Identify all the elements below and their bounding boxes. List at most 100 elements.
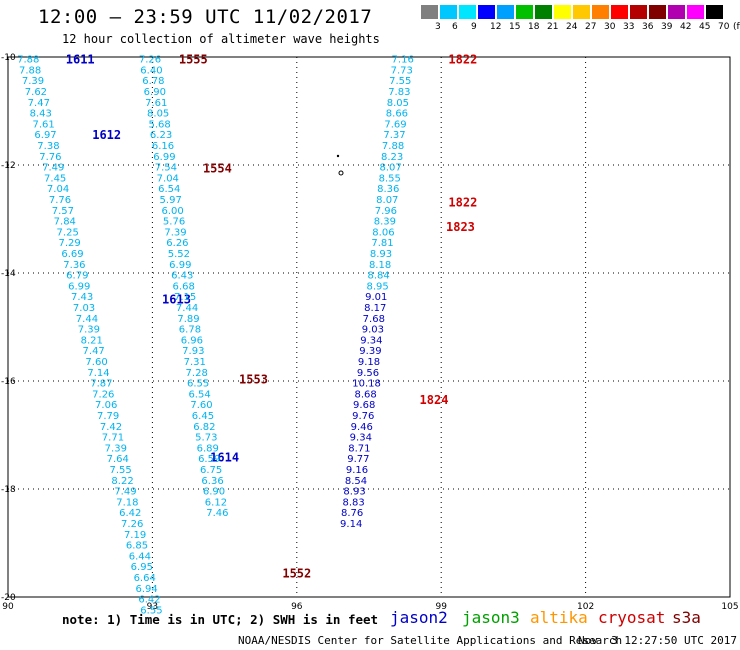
wave-height-value: 7.49 — [114, 487, 136, 498]
wave-height-value: 7.88 — [17, 55, 39, 66]
wave-height-value: 6.54 — [188, 389, 210, 400]
wave-height-value: 8.36 — [377, 184, 399, 195]
wave-height-value: 6.12 — [205, 497, 227, 508]
wave-height-value: 8.22 — [111, 476, 133, 487]
wave-height-value: 7.28 — [186, 368, 208, 379]
wave-height-value: 7.61 — [32, 119, 54, 130]
wave-height-value: 9.01 — [365, 292, 387, 303]
wave-height-value: 7.84 — [54, 217, 76, 228]
wave-height-value: 7.47 — [28, 98, 50, 109]
wave-height-value: 7.60 — [190, 400, 212, 411]
legend-item-s3a: s3a — [672, 608, 701, 627]
wave-height-value: 8.07 — [376, 195, 398, 206]
scale-swatch — [573, 5, 590, 19]
scale-label: 3 — [435, 22, 441, 32]
wave-height-value: 8.55 — [379, 173, 401, 184]
wave-height-value: 7.26 — [121, 519, 143, 530]
scale-swatch — [535, 5, 552, 19]
wave-height-value: 8.23 — [381, 152, 403, 163]
wave-height-value: 9.34 — [360, 335, 382, 346]
scale-label: 42 — [680, 22, 692, 32]
wave-height-value: 7.69 — [384, 119, 406, 130]
latitude-tick-label: -20 — [1, 593, 16, 603]
wave-height-value: 6.64 — [134, 573, 156, 584]
wave-height-value: 6.26 — [166, 238, 188, 249]
wave-height-value: 6.43 — [171, 271, 193, 282]
legend-item-altika: altika — [530, 608, 588, 627]
track-label: 1614 — [210, 451, 239, 465]
wave-height-value: 6.90 — [203, 487, 225, 498]
wave-height-value: 7.26 — [139, 55, 161, 66]
longitude-tick-label: 90 — [2, 602, 14, 612]
wave-height-value: 7.49 — [42, 163, 64, 174]
wave-height-value: 9.34 — [350, 433, 372, 444]
track-label: 1555 — [179, 53, 208, 67]
wave-height-value: 6.99 — [169, 260, 191, 271]
wave-height-value: 7.38 — [37, 141, 59, 152]
wave-height-value: 7.42 — [100, 422, 122, 433]
wave-height-value: 6.90 — [144, 87, 166, 98]
island-mark — [336, 154, 340, 158]
wave-height-value: 7.88 — [382, 141, 404, 152]
legend-item-jason2: jason2 — [390, 608, 448, 627]
wave-height-value: 7.45 — [44, 173, 66, 184]
wave-height-value: 6.59 — [198, 454, 220, 465]
wave-height-value: 7.39 — [22, 76, 44, 87]
scale-label: 12 — [490, 22, 502, 32]
scale-label: 36 — [642, 22, 654, 32]
scale-label: 70 — [718, 22, 730, 32]
wave-height-value: 8.21 — [81, 335, 103, 346]
wave-height-value: 9.16 — [346, 465, 368, 476]
wave-height-value: 8.54 — [345, 476, 367, 487]
wave-height-value: 7.71 — [102, 433, 124, 444]
wave-height-value: 8.95 — [367, 281, 389, 292]
wave-height-value: 6.16 — [152, 141, 174, 152]
wave-height-value: 8.93 — [370, 249, 392, 260]
track-label: 1822 — [448, 196, 477, 210]
wave-height-value: 7.83 — [388, 87, 410, 98]
legend-item-cryosat: cryosat — [598, 608, 666, 627]
track-label: 1613 — [162, 292, 191, 306]
wave-height-value: 6.44 — [129, 551, 151, 562]
longitude-tick-label: 105 — [721, 602, 738, 612]
scale-label: 21 — [547, 22, 559, 32]
wave-height-value: 7.18 — [116, 497, 138, 508]
wave-height-value: 6.95 — [131, 562, 153, 573]
track-label: 1554 — [203, 162, 232, 176]
wave-height-value: 9.14 — [340, 519, 362, 530]
wave-height-value: 9.46 — [351, 422, 373, 433]
scale-label: 18 — [528, 22, 540, 32]
wave-height-value: 8.66 — [386, 109, 408, 120]
wave-height-value: 7.57 — [52, 206, 74, 217]
units-note: note: 1) Time is in UTC; 2) SWH is in fe… — [62, 612, 379, 627]
wave-height-value: 7.93 — [182, 346, 204, 357]
wave-height-value: 6.45 — [192, 411, 214, 422]
wave-height-value: 6.96 — [181, 335, 203, 346]
wave-height-value: 7.79 — [97, 411, 119, 422]
wave-height-value: 7.87 — [90, 379, 112, 390]
wave-height-value: 8.05 — [387, 98, 409, 109]
wave-height-value: 7.44 — [76, 314, 98, 325]
wave-height-value: 7.37 — [383, 130, 405, 141]
latitude-tick-label: -16 — [1, 377, 16, 387]
longitude-tick-label: 96 — [291, 602, 303, 612]
scale-label: 15 — [509, 22, 521, 32]
track-label: 1822 — [448, 53, 477, 67]
wave-height-value: 6.82 — [193, 422, 215, 433]
wave-height-value: 7.68 — [363, 314, 385, 325]
longitude-tick-label: 93 — [147, 602, 158, 612]
wave-height-value: 6.78 — [179, 325, 201, 336]
longitude-tick-label: 99 — [435, 602, 447, 612]
wave-height-value: 5.52 — [168, 249, 190, 260]
wave-height-value: 6.69 — [61, 249, 83, 260]
wave-height-value: 10.18 — [352, 379, 381, 390]
wave-height-value: 6.23 — [150, 130, 172, 141]
wave-height-value: 7.61 — [145, 98, 167, 109]
map-subtitle: 12 hour collection of altimeter wave hei… — [62, 32, 380, 46]
wave-height-value: 6.55 — [140, 605, 162, 616]
wave-height-value: 7.39 — [78, 325, 100, 336]
wave-height-value: 7.47 — [83, 346, 105, 357]
wave-height-value: 5.73 — [195, 433, 217, 444]
wave-height-value: 8.18 — [369, 260, 391, 271]
